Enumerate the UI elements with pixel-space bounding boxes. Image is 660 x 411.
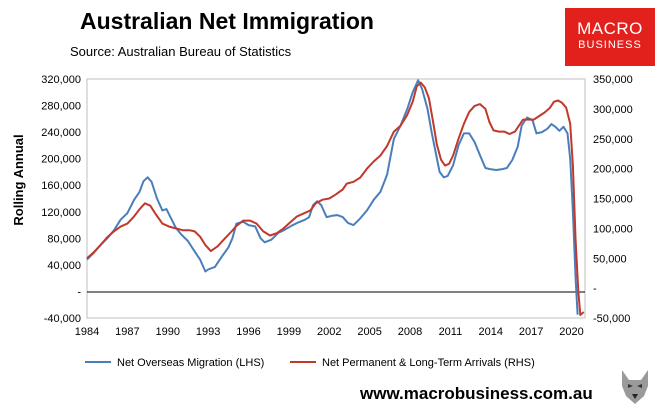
x-tick-label: 2017: [519, 326, 543, 338]
chart-source: Source: Australian Bureau of Statistics: [70, 44, 292, 59]
y-right-tick-label: 200,000: [593, 164, 633, 176]
x-tick-label: 1990: [156, 326, 180, 338]
logo-line-2: BUSINESS: [578, 39, 642, 51]
y-right-tick-label: 250,000: [593, 134, 633, 146]
logo-line-1: MACRO: [577, 19, 643, 38]
chart-axes: [86, 78, 586, 319]
y-left-tick-label: 160,000: [41, 180, 81, 192]
x-tick-label: 2008: [398, 326, 422, 338]
chart-legend: Net Overseas Migration (LHS) Net Permanen…: [85, 357, 535, 369]
y-left-tick-label: 120,000: [41, 207, 81, 219]
y-left-tick-label: 240,000: [41, 127, 81, 139]
legend-label-2: Net Permanent & Long-Term Arrivals (RHS): [322, 357, 535, 369]
y-right-tick-label: -: [593, 283, 597, 295]
y-left-tick-label: 280,000: [41, 101, 81, 113]
footer-url: www.macrobusiness.com.au: [360, 384, 593, 403]
y-left-tick-label: 200,000: [41, 154, 81, 166]
x-tick-label: 2011: [439, 326, 463, 338]
y-right-tick-label: 100,000: [593, 223, 633, 235]
x-tick-label: 1996: [236, 326, 260, 338]
x-tick-label: 2014: [479, 326, 503, 338]
y-right-tick-label: 50,000: [593, 253, 627, 265]
series-line-1: [86, 79, 579, 315]
y-axis-label: Rolling Annual: [11, 134, 26, 225]
y-right-tick-label: 300,000: [593, 104, 633, 116]
x-tick-label: 1999: [277, 326, 301, 338]
legend-label-1: Net Overseas Migration (LHS): [117, 357, 264, 369]
chart-lines: [86, 79, 585, 316]
y-left-tick-label: 80,000: [47, 233, 81, 245]
x-tick-label: 1987: [115, 326, 139, 338]
chart-title: Australian Net Immigration: [80, 8, 374, 34]
chart-ticks: -40,000-40,00080,000120,000160,000200,00…: [41, 74, 633, 338]
y-left-tick-label: -: [77, 286, 81, 298]
x-tick-label: 2002: [317, 326, 341, 338]
x-tick-label: 1993: [196, 326, 220, 338]
y-left-tick-label: 320,000: [41, 74, 81, 86]
macrobusiness-logo: MACRO BUSINESS: [565, 8, 655, 66]
y-left-tick-label: -40,000: [44, 313, 81, 325]
x-tick-label: 2005: [357, 326, 381, 338]
y-right-tick-label: 150,000: [593, 194, 633, 206]
x-tick-label: 1984: [75, 326, 99, 338]
plot-area-frame: [86, 78, 586, 319]
series-line-2: [86, 81, 585, 316]
x-tick-label: 2020: [559, 326, 583, 338]
y-right-tick-label: 350,000: [593, 74, 633, 86]
wolf-logo-icon: [622, 370, 648, 404]
y-left-tick-label: 40,000: [47, 260, 81, 272]
y-right-tick-label: -50,000: [593, 313, 630, 325]
